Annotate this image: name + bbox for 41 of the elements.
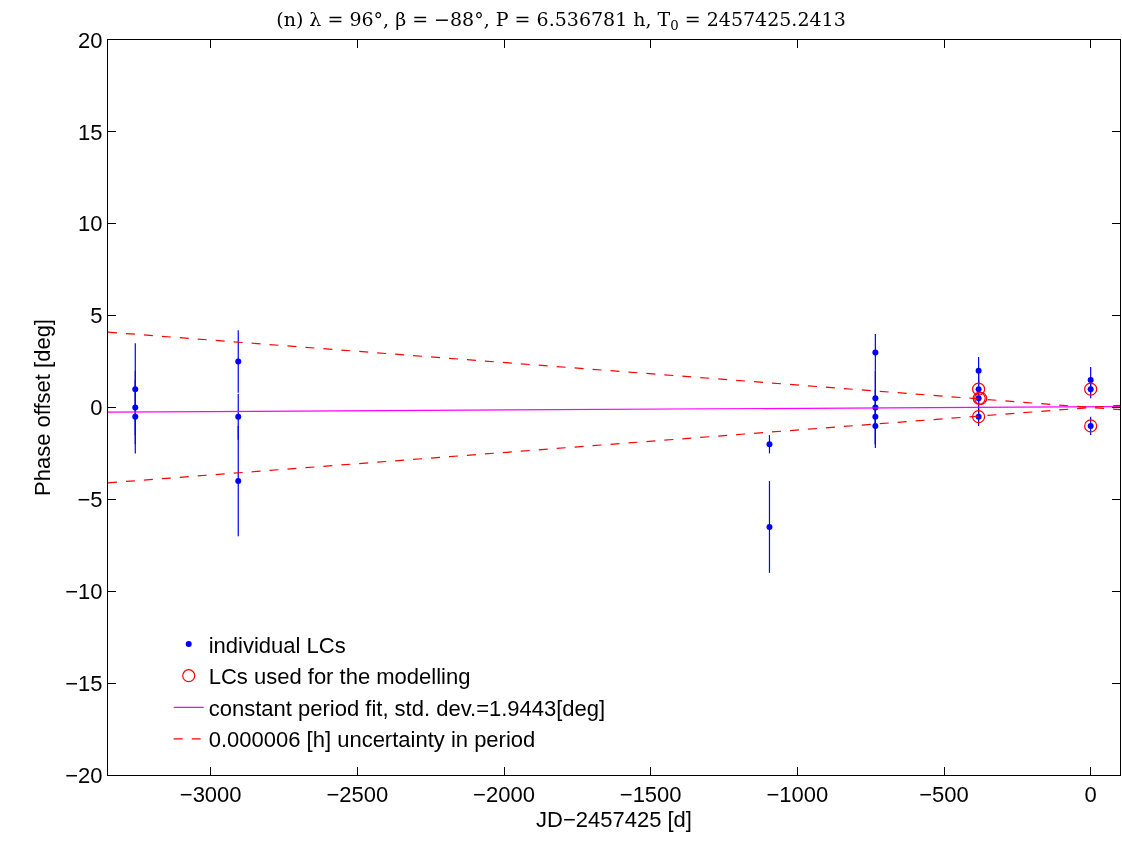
point — [872, 413, 879, 420]
y-tick-label: 0 — [90, 395, 103, 421]
x-tick-label: −3000 — [179, 782, 242, 808]
point — [872, 395, 879, 402]
y-tick-label: −15 — [65, 670, 103, 696]
point — [132, 413, 139, 420]
point — [972, 410, 986, 424]
y-tick-label: 15 — [78, 119, 103, 145]
legend-label: constant period fit, std. dev.=1.9443[deg] — [208, 695, 606, 721]
y-tick-label: −20 — [65, 762, 103, 788]
point — [872, 349, 879, 356]
point — [235, 413, 242, 420]
point — [972, 382, 986, 396]
y-tick-label: −5 — [77, 487, 103, 513]
x-tick-label: −500 — [919, 782, 969, 808]
y-tick-label: 5 — [90, 303, 103, 329]
x-tick-label: −2000 — [473, 782, 535, 808]
y-tick-label: −10 — [65, 578, 103, 604]
point — [132, 404, 139, 411]
x-tick-label: −2500 — [326, 782, 389, 808]
point — [975, 367, 982, 374]
point — [235, 478, 242, 484]
y-tick-label: 20 — [78, 27, 103, 53]
point — [1084, 419, 1098, 433]
point — [872, 422, 879, 429]
legend-label: individual LCs — [208, 632, 346, 658]
x-tick-label: 0 — [1084, 782, 1097, 808]
x-tick-label: −1500 — [619, 782, 682, 808]
x-axis-title: JD−2457425 [d] — [536, 807, 692, 833]
legend-label: LCs used for the modelling — [208, 664, 471, 690]
y-axis-title: Phase offset [deg] — [30, 319, 56, 496]
point — [766, 441, 773, 448]
point — [132, 386, 139, 393]
x-tick-label: −1000 — [766, 782, 829, 808]
chart-title: (n) λ = 96°, β = −88°, P = 6.536781 h, T$_{0}$ = 2457425.2413 — [276, 7, 846, 33]
point — [766, 523, 773, 530]
legend-label: 0.000006 [h] uncertainty in period — [208, 727, 536, 753]
point — [1087, 376, 1094, 383]
point — [235, 358, 242, 365]
y-tick-label: 10 — [78, 211, 103, 237]
point — [1084, 382, 1098, 396]
